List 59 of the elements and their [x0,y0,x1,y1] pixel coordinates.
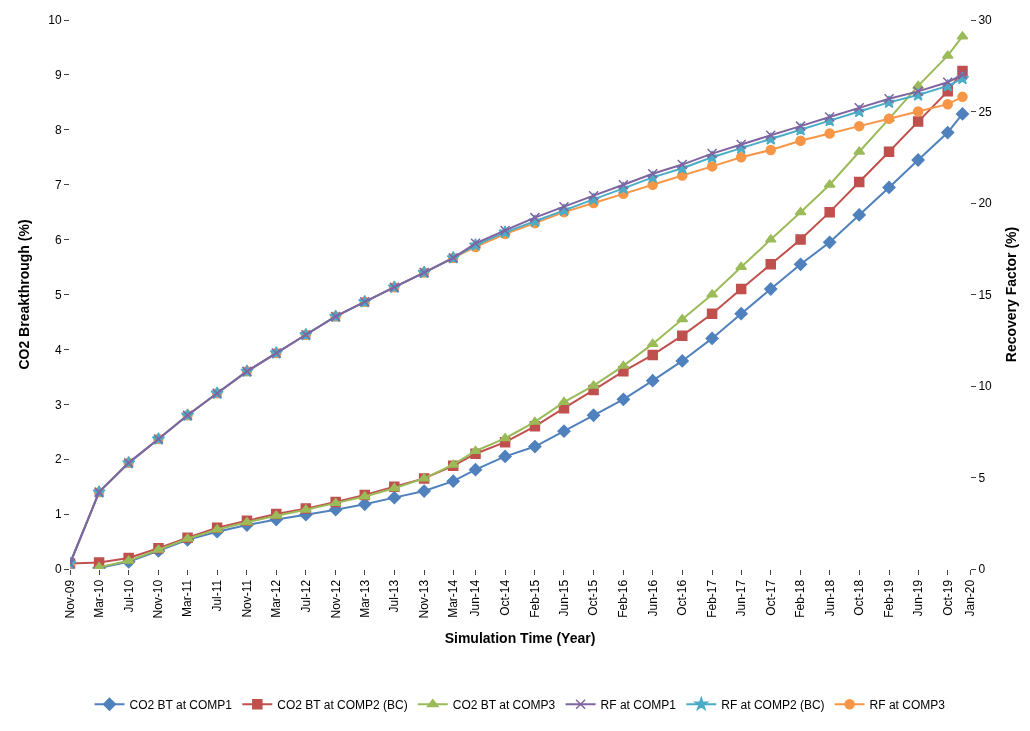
x-tick-label: Feb-16 [616,579,631,618]
y-tick-label: 3 [54,397,62,412]
x-tick-label: Feb-18 [793,579,808,618]
y-tick-label: 0 [54,562,62,577]
x-tick-label: Jun-16 [645,579,660,617]
y-tick-label: 2 [54,452,62,467]
legend-label: CO2 BT at COMP1 [129,697,233,712]
y2-tick-label: 25 [978,104,993,119]
x-tick-label: Oct-18 [852,579,867,616]
x-tick-label: Nov-09 [62,579,77,619]
x-tick-label: Mar-12 [269,579,284,618]
x-tick-label: Jun-15 [556,579,571,617]
x-tick-label: Oct-15 [586,579,601,616]
x-tick-label: Oct-14 [497,579,512,616]
y2-axis-title: Recovery Factor (%) [1003,226,1020,363]
x-tick-label: Jun-19 [911,579,926,617]
y-tick-label: 7 [54,177,62,192]
y-tick-label: 5 [54,287,62,302]
legend-label: CO2 BT at COMP2 (BC) [277,697,408,712]
y-axis-title: CO2 Breakthrough (%) [15,219,32,370]
x-tick-label: Jan-20 [962,579,977,617]
legend-label: RF at COMP1 [600,697,677,712]
y-tick-label: 9 [54,68,62,83]
legend-label: CO2 BT at COMP3 [452,697,556,712]
x-tick-label: Mar-11 [180,579,195,617]
x-tick-label: Jun-17 [734,579,749,617]
x-tick-label: Feb-15 [527,579,542,618]
x-tick-label: Nov-13 [417,579,432,619]
x-tick-label: Jul-10 [121,579,136,613]
x-tick-label: Jun-14 [468,579,483,617]
x-tick-label: Mar-10 [91,579,106,618]
x-tick-label: Nov-10 [151,579,166,619]
y-tick-label: 4 [54,342,62,357]
legend-label: RF at COMP3 [869,697,946,712]
x-tick-label: Nov-11 [239,579,254,618]
y-tick-label: 10 [48,13,62,28]
x-tick-label: Oct-16 [675,579,690,616]
x-tick-label: Feb-19 [881,579,896,618]
x-tick-label: Mar-14 [446,579,461,618]
y2-tick-label: 30 [978,13,993,28]
x-tick-label: Jul-12 [298,579,313,613]
x-tick-label: Jun-18 [822,579,837,617]
y-tick-label: 1 [54,507,62,522]
x-tick-label: Mar-13 [357,579,372,618]
y-tick-label: 8 [54,123,62,137]
x-tick-label: Nov-12 [328,579,343,619]
x-tick-label: Feb-17 [705,579,719,618]
x-axis-title: Simulation Time (Year) [444,629,596,646]
y2-tick-label: 15 [978,287,993,302]
y2-tick-label: 10 [978,379,993,394]
x-tick-label: Oct-17 [763,579,778,616]
y2-tick-label: 20 [978,196,993,211]
y-tick-label: 6 [54,232,62,247]
x-tick-label: Jul-11 [210,579,225,612]
x-tick-label: Oct-19 [940,579,955,616]
y2-tick-label: 0 [978,562,986,577]
legend-label: RF at COMP2 (BC) [721,697,825,712]
y2-tick-label: 5 [978,470,986,485]
x-tick-label: Jul-13 [387,579,402,613]
